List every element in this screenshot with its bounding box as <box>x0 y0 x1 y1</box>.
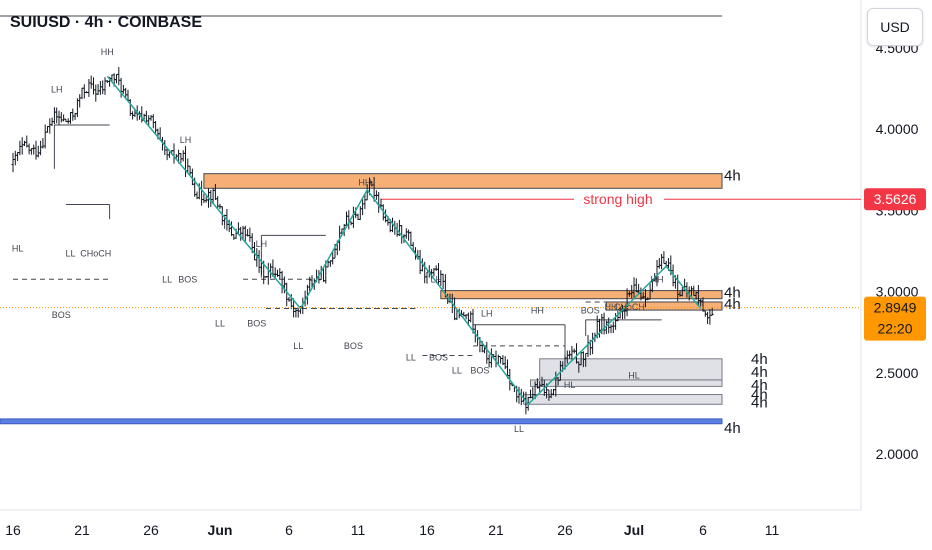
price-axis-tick-label: 4.0000 <box>876 121 919 137</box>
supply-zone-text: HH <box>358 177 371 187</box>
structure-label: LH <box>180 135 192 145</box>
price-axis-tick-label: 2.5000 <box>876 365 919 381</box>
structure-label: LL <box>65 248 75 258</box>
demand-zone <box>530 379 723 387</box>
time-axis-tick-label: 26 <box>143 522 159 538</box>
strong-high-text: strong high <box>583 191 652 207</box>
structure-label: HH <box>531 305 544 315</box>
structure-label: LH <box>481 309 493 319</box>
time-axis-tick-label: 16 <box>5 522 21 538</box>
structure-label: LL <box>514 424 524 434</box>
supply-zone-label: 4h <box>724 285 741 302</box>
symbol-title: SUIUSD · 4h · COINBASE <box>10 14 203 31</box>
price-axis: 4.50004.00003.50003.00002.50002.00003.56… <box>864 40 926 462</box>
time-axis: 16 21 26 Jun 6 11 16 21 26 Jul 6 11 <box>5 522 779 538</box>
structure-label: BOS <box>344 341 363 351</box>
structure-label: BOS <box>178 274 197 284</box>
time-axis-tick-label: 21 <box>488 522 504 538</box>
demand-zone-label: 4h <box>751 377 768 394</box>
structure-label: BOS <box>470 365 489 375</box>
structure-label: BOS <box>581 305 600 315</box>
zigzag-line <box>106 75 702 406</box>
demand-zone <box>523 394 723 405</box>
structure-label: LH <box>51 84 63 94</box>
structure-label: LL <box>215 318 225 328</box>
current-price-tag <box>864 296 926 341</box>
structure-label: CHoCH <box>80 248 111 258</box>
blue-zone <box>0 418 723 425</box>
structure-label: BOS <box>52 310 71 320</box>
time-axis-tick-label: 26 <box>557 522 573 538</box>
time-axis-tick-label: 21 <box>74 522 90 538</box>
strong-high-price-tag <box>864 188 926 211</box>
demand-zone-label: 4h <box>751 395 768 412</box>
price-axis-tick-label: 3.0000 <box>876 284 919 300</box>
time-axis-tick-label: 6 <box>285 522 293 538</box>
blue-zone-label: 4h <box>724 420 741 437</box>
structure-label: LH <box>430 274 442 284</box>
time-axis-tick-label: 6 <box>699 522 707 538</box>
supply-zone <box>440 290 723 300</box>
structure-label: HH <box>651 274 664 284</box>
structure-label: BOS <box>247 318 266 328</box>
structure-label: LH <box>256 239 268 249</box>
structure-label: HL <box>628 370 640 380</box>
demand-zone-label: 4h <box>751 387 768 404</box>
structure-label: HH <box>101 47 114 57</box>
structure-label: LL <box>293 341 303 351</box>
strong-high-price-tag-label: 3.5626 <box>874 191 917 207</box>
time-axis-tick-label: 11 <box>765 522 780 538</box>
time-axis-tick-label: 11 <box>351 522 366 538</box>
price-axis-tick-label: 2.0000 <box>876 446 919 462</box>
currency-button[interactable]: USD <box>867 8 923 46</box>
demand-zone-label: 4h <box>751 364 768 381</box>
structure-label: HL <box>12 244 24 254</box>
demand-zone-label: 4h <box>751 351 768 368</box>
candle-countdown-label: 22:20 <box>877 321 912 337</box>
time-axis-tick-label: Jul <box>624 522 644 538</box>
supply-zone-label: 4h <box>724 296 741 313</box>
supply-zone <box>203 173 723 189</box>
structure-label: LL <box>406 352 416 362</box>
supply-zone <box>605 301 723 311</box>
structure-label: HL <box>564 380 576 390</box>
structure-label: CHoCH <box>614 302 645 312</box>
structure-label: BOS <box>429 352 448 362</box>
structure-label: LL <box>452 365 462 375</box>
structure-label: LL <box>162 274 172 284</box>
supply-zone-label: 4h <box>724 168 741 185</box>
structure-label: HH <box>605 302 618 312</box>
current-price-tag-label: 2.8949 <box>874 300 917 316</box>
time-axis-tick-label: 16 <box>419 522 435 538</box>
time-axis-tick-label: Jun <box>208 522 233 538</box>
